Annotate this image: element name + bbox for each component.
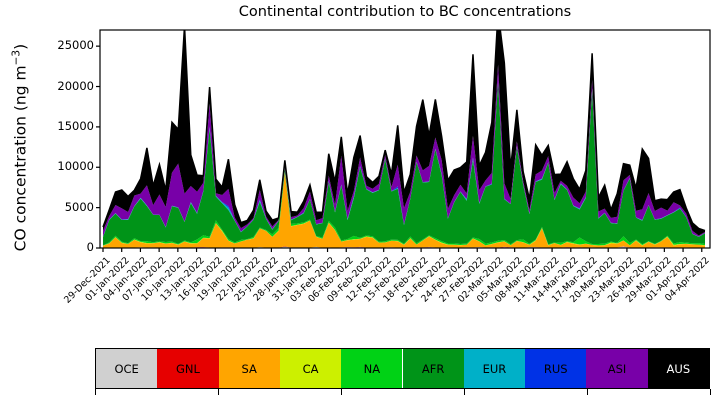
legend-segment-aus[interactable]: AUS xyxy=(647,349,709,388)
legend-segment-label: AFR xyxy=(421,361,445,376)
area-series-aus xyxy=(103,30,705,236)
legend-segment-label: CA xyxy=(302,361,319,376)
legend-tick xyxy=(710,389,712,395)
legend-segment-eur[interactable]: EUR xyxy=(463,349,526,388)
legend-tick xyxy=(587,389,589,395)
legend-segment-asi[interactable]: ASI xyxy=(586,349,648,388)
legend-tick xyxy=(341,389,343,395)
legend-segment-label: GNL xyxy=(175,361,200,376)
legend-segment-label: EUR xyxy=(482,361,507,376)
legend-segment-sa[interactable]: SA xyxy=(218,349,280,388)
legend-tick xyxy=(218,389,220,395)
legend-segment-label: RUS xyxy=(543,361,568,376)
y-tick-label: 5000 xyxy=(64,199,94,214)
y-tick-label: 15000 xyxy=(57,118,94,133)
chart-title: Continental contribution to BC concentra… xyxy=(238,4,572,20)
y-axis-ticks xyxy=(96,45,100,249)
legend-segment-afr[interactable]: AFR xyxy=(402,349,464,388)
area-series-asi xyxy=(103,64,705,237)
y-tick-label: 10000 xyxy=(57,159,94,174)
legend-segment-label: OCE xyxy=(114,361,139,376)
legend-segment-gnl[interactable]: GNL xyxy=(157,349,219,388)
y-tick-label: 0 xyxy=(86,240,94,254)
legend-segment-label: ASI xyxy=(607,361,627,376)
axes-frame xyxy=(99,29,711,249)
legend-segment-label: AUS xyxy=(666,361,691,376)
legend-tick xyxy=(464,389,466,395)
legend-segment-label: NA xyxy=(363,361,381,376)
total-outline xyxy=(102,30,706,232)
legend-segment-label: SA xyxy=(241,361,257,376)
legend-segment-na[interactable]: NA xyxy=(341,349,403,388)
y-tick-label: 20000 xyxy=(57,78,94,93)
legend-tick xyxy=(95,389,97,395)
legend-segment-oce[interactable]: OCE xyxy=(96,349,158,388)
legend-segment-ca[interactable]: CA xyxy=(279,349,342,388)
x-axis-ticks xyxy=(102,248,703,252)
area-series-afr xyxy=(103,81,705,246)
y-tick-label: 25000 xyxy=(57,38,94,53)
legend-colorbar[interactable]: OCE GNL SA CA NA AFR EUR RUS ASI AUS xyxy=(95,348,710,389)
stacked-area-series xyxy=(102,30,706,248)
legend-segment-rus[interactable]: RUS xyxy=(525,349,587,388)
